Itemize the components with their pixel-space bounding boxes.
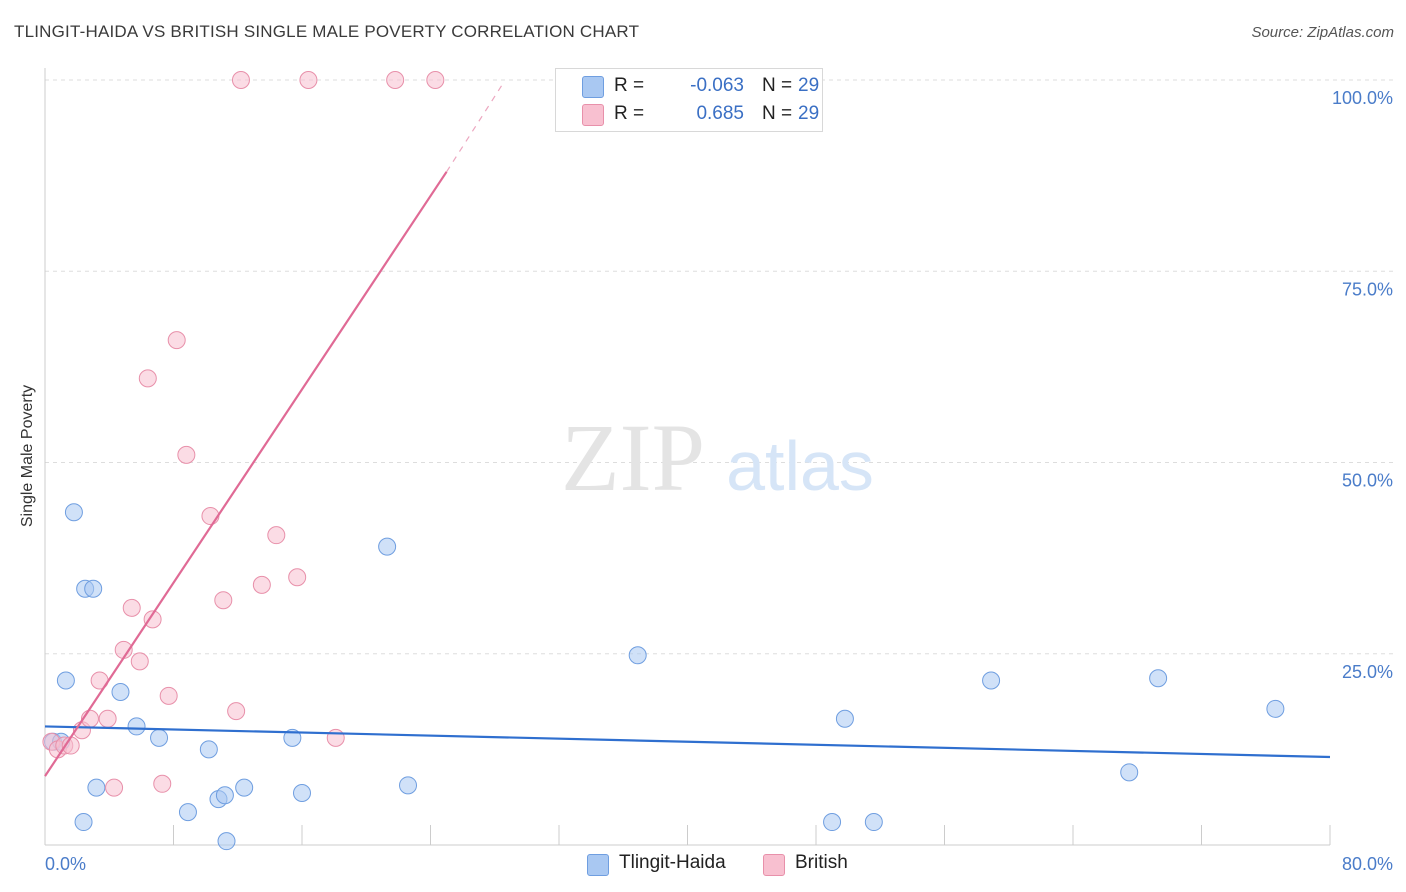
chart-title: TLINGIT-HAIDA VS BRITISH SINGLE MALE POV… [14, 22, 640, 41]
tlingit-haida-point [56, 671, 75, 690]
y-tick-label: 50.0% [1342, 471, 1393, 491]
british-legend-swatch [763, 854, 785, 876]
r-label: R = [614, 103, 645, 124]
british-point [426, 71, 445, 89]
british-point [130, 652, 149, 671]
british-point [252, 575, 271, 594]
grid-lines [45, 79, 1395, 655]
x-tick-label: 80.0% [1342, 854, 1393, 874]
british-point [122, 598, 141, 617]
tlingit-haida-point [215, 786, 234, 805]
stats-legend: R = -0.063 N = 29 R = 0.685 N = 29 [555, 68, 823, 132]
tlingit-haida-point [87, 778, 106, 797]
british-point [227, 702, 246, 721]
source-label: Source: ZipAtlas.com [1251, 24, 1394, 41]
tlingit-haida-point [199, 740, 218, 759]
n-label: N = [762, 75, 793, 96]
tlingit-haida-point [823, 813, 842, 832]
r-label: R = [614, 75, 645, 96]
legend-label: British [795, 852, 848, 873]
n-value: 29 [798, 103, 820, 124]
tlingit-haida-point [217, 832, 236, 851]
british-swatch [582, 104, 604, 126]
x-tick-label: 0.0% [45, 854, 86, 874]
trend-lines [44, 83, 1331, 777]
british-point [214, 591, 233, 610]
y-tick-label: 100.0% [1332, 88, 1393, 108]
y-tick-label: 75.0% [1342, 279, 1393, 299]
tlingit-haida-point [64, 503, 83, 522]
british-point [138, 369, 157, 388]
r-value: 0.685 [696, 103, 744, 124]
tlingit-haida-point [628, 646, 647, 665]
tlingit-haida-point [235, 778, 254, 797]
tlingit-haida-point [283, 728, 302, 747]
tlingit-haida-point [1120, 763, 1139, 782]
tlingit-haida-point [84, 579, 103, 598]
y-tick-label: 25.0% [1342, 662, 1393, 682]
watermark-zip: ZIP [561, 404, 705, 511]
british-trend-extension [446, 83, 504, 173]
tlingit-haida-point [1266, 699, 1285, 718]
british-point [153, 774, 172, 793]
data-points [42, 71, 1285, 851]
n-value: 29 [798, 75, 820, 96]
tlingit-haida-point [293, 783, 311, 802]
british-point [267, 526, 286, 545]
british-point [386, 71, 405, 89]
british-point [326, 728, 345, 747]
watermark: ZIP atlas [561, 404, 874, 511]
tlingit-haida-point [864, 813, 883, 832]
tlingit-haida-point [835, 709, 854, 728]
british-point [98, 709, 117, 728]
axes [44, 68, 1331, 846]
watermark-atlas: atlas [726, 427, 874, 505]
r-value: -0.063 [690, 75, 744, 96]
tlingit-haida-point [74, 813, 93, 832]
british-point [231, 71, 250, 89]
british-point [167, 331, 186, 350]
british-point [299, 71, 318, 89]
tlingit-haida-point [178, 803, 197, 822]
tick-labels: 25.0% 50.0% 75.0% 100.0% 0.0% 80.0% [45, 88, 1393, 874]
british-point [288, 568, 307, 587]
british-point [159, 686, 178, 705]
tlingit-haida-point [378, 537, 397, 556]
tlingit-haida-point [127, 717, 146, 736]
british-point [177, 445, 196, 464]
tlingit-haida-point [111, 683, 130, 701]
british-point [105, 778, 124, 797]
tlingit-haida-trend-line [44, 725, 1331, 759]
tlingit-haida-legend-swatch [587, 854, 609, 876]
british-point [143, 610, 162, 629]
tlingit-haida-swatch [582, 76, 604, 98]
n-label: N = [762, 103, 793, 124]
tlingit-haida-point [1149, 669, 1168, 688]
tlingit-haida-point [150, 728, 169, 747]
tlingit-haida-point [399, 776, 418, 795]
tlingit-haida-point [982, 671, 1001, 690]
legend-label: Tlingit-Haida [619, 852, 726, 873]
british-trend-line [44, 171, 448, 777]
british-point [201, 507, 220, 526]
